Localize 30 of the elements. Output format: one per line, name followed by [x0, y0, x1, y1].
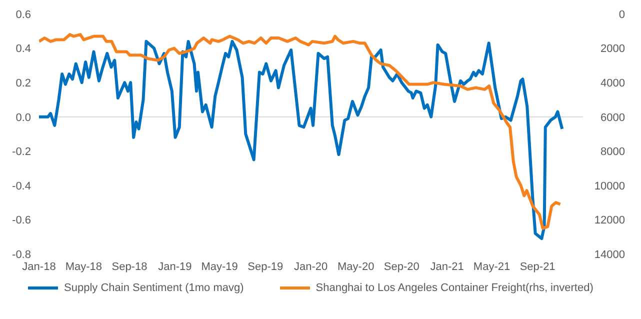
x-tick-label: Jan-19: [158, 260, 192, 273]
y2-tick-label: 6000: [600, 112, 625, 124]
legend-label: Supply Chain Sentiment (1mo mavg): [64, 282, 244, 294]
y-tick-label: -0.2: [12, 146, 31, 158]
y2-tick-label: 0: [618, 8, 625, 21]
x-tick-label: Sep-20: [384, 260, 420, 273]
x-tick-label: Sep-21: [520, 260, 556, 273]
x-tick-label: Sep-19: [248, 260, 284, 273]
y2-tick-label: 10000: [594, 180, 625, 192]
x-tick-label: May-18: [65, 260, 102, 273]
x-tick-label: May-19: [201, 260, 238, 273]
y-tick-label: -0.8: [12, 248, 31, 261]
y-tick-label: 0.2: [16, 77, 31, 90]
y2-tick-label: 14000: [594, 248, 625, 261]
x-tick-label: May-21: [473, 260, 510, 273]
x-tick-label: Sep-18: [112, 260, 148, 273]
x-tick-label: Jan-18: [22, 260, 56, 273]
x-tick-label: Jan-20: [294, 260, 328, 273]
y2-tick-label: 8000: [600, 146, 625, 158]
legend-label: Shanghai to Los Angeles Container Freight(rhs, inverted): [316, 282, 594, 294]
y-tick-label: -0.6: [12, 214, 31, 227]
x-tick-label: Jan-21: [430, 260, 464, 273]
y2-tick-label: 12000: [594, 214, 625, 227]
y-tick-label: 0.0: [16, 112, 31, 124]
x-tick-label: May-20: [338, 260, 374, 273]
y-tick-label: 0.6: [16, 8, 31, 21]
y-tick-label: -0.4: [12, 180, 31, 192]
y2-tick-label: 2000: [600, 43, 625, 56]
y2-tick-label: 4000: [600, 77, 625, 90]
y-tick-label: 0.4: [16, 43, 31, 56]
